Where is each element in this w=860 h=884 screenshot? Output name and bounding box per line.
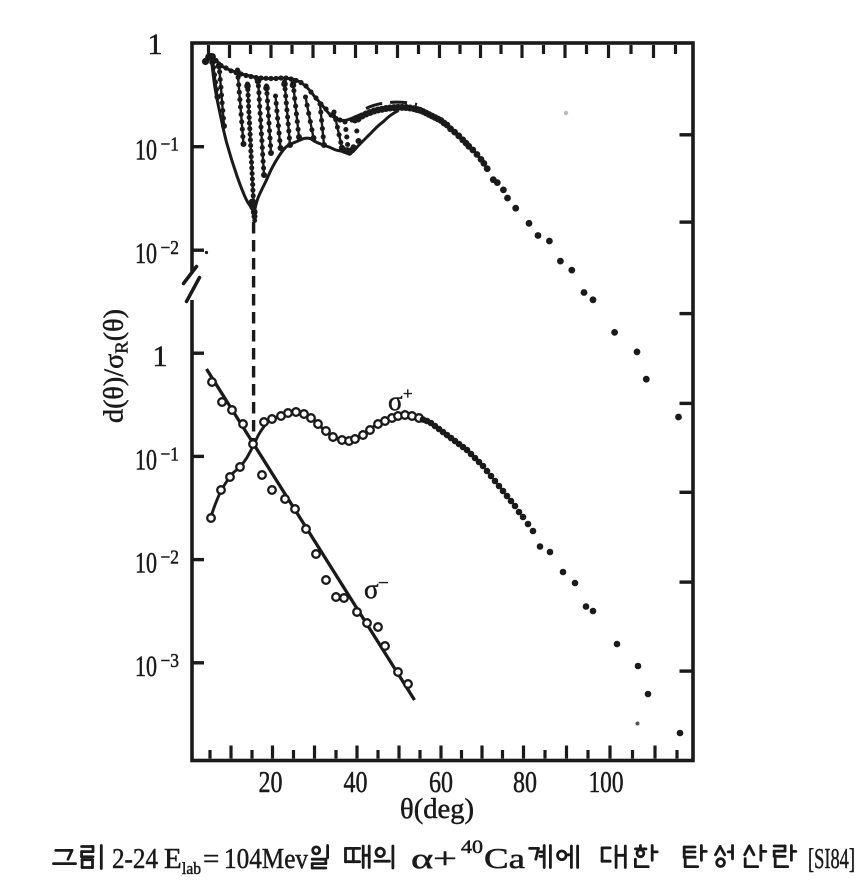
svg-text:40: 40 (461, 837, 483, 858)
svg-text:10: 10 (135, 547, 157, 580)
svg-text:−1: −1 (161, 134, 180, 156)
svg-text:−1: −1 (161, 443, 180, 465)
svg-text:10: 10 (135, 237, 157, 270)
svg-text:10: 10 (135, 134, 157, 167)
svg-text:100: 100 (589, 764, 624, 799)
svg-text:−2: −2 (161, 237, 180, 259)
svg-text:=: = (203, 843, 219, 875)
svg-text:α+: α+ (411, 843, 457, 875)
svg-text:104Mev: 104Mev (224, 843, 308, 875)
svg-text:−: − (378, 573, 389, 594)
svg-text:20: 20 (259, 764, 283, 799)
svg-text:−2: −2 (161, 547, 180, 569)
svg-text:Ca: Ca (484, 843, 525, 875)
svg-text:40: 40 (344, 764, 368, 799)
svg-text:lab: lab (182, 859, 201, 878)
svg-text:80: 80 (513, 764, 537, 799)
svg-text:10: 10 (135, 443, 157, 476)
svg-text:d(θ)/σR(θ): d(θ)/σR(θ) (99, 309, 132, 423)
svg-text:1: 1 (148, 28, 163, 61)
svg-text:σ: σ (364, 574, 379, 604)
svg-text:−3: −3 (161, 650, 180, 672)
svg-text:+: + (403, 384, 413, 403)
svg-text:σ: σ (388, 386, 403, 416)
svg-text:[SI84]: [SI84] (808, 843, 855, 875)
svg-text:60: 60 (429, 764, 453, 799)
svg-text:θ(deg): θ(deg) (400, 793, 474, 825)
svg-text:1: 1 (153, 340, 168, 373)
svg-text:E: E (164, 843, 182, 875)
svg-text:2-24: 2-24 (112, 843, 158, 875)
svg-text:10: 10 (135, 650, 157, 683)
